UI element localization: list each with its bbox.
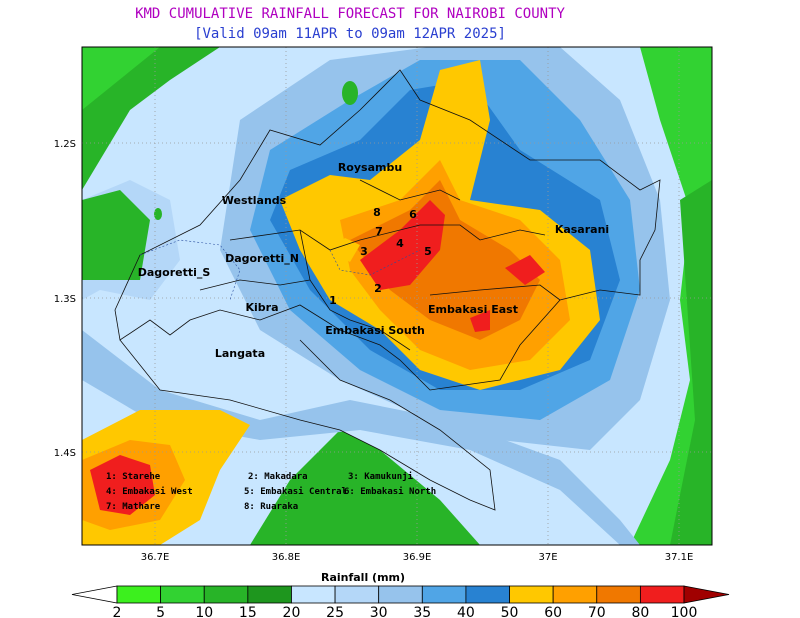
sub-boundary	[139, 239, 241, 301]
key-entry: 2: Makadara	[248, 472, 308, 482]
colorbar-box	[509, 585, 554, 604]
field-green	[342, 81, 358, 105]
colorbar-box	[203, 585, 249, 604]
title: KMD CUMULATIVE RAINFALL FORECAST FOR NAI…	[135, 6, 565, 22]
key-entry: 1: Starehe	[106, 472, 161, 482]
colorbar-box	[552, 585, 598, 604]
district-boundary	[199, 279, 311, 291]
field-green	[670, 180, 712, 545]
colorbar-box	[247, 585, 292, 604]
colorbar-tick-label: 30	[370, 605, 388, 618]
field-peak	[505, 255, 545, 285]
region-label: Embakasi South	[325, 324, 425, 337]
x-tick-label: 36.8E	[272, 552, 301, 563]
region-label: Langata	[215, 347, 265, 360]
key-entry: 5: Embakasi Central	[244, 486, 347, 497]
district-boundary	[429, 284, 561, 301]
region-label: Westlands	[222, 194, 287, 207]
colorbar-box	[465, 585, 510, 604]
colorbar-tick-label: 20	[283, 605, 301, 618]
key-entry: 6: Embakasi North	[344, 486, 436, 497]
colorbar-box	[291, 585, 336, 604]
map: 1.2S 1.3S 1.4S 36.7E 36.8E 36.9E 37E 37.…	[54, 46, 713, 563]
region-label: Dagoretti_S	[138, 266, 211, 279]
field-green	[630, 47, 712, 545]
region-label: Roysambu	[338, 161, 402, 174]
key-entry: 7: Mathare	[106, 502, 161, 512]
y-tick-label: 1.3S	[54, 294, 76, 305]
region-number: 7	[375, 225, 383, 238]
key-entry: 3: Kamukunji	[348, 471, 414, 482]
colorbar-box	[639, 585, 685, 604]
x-tick-label: 36.7E	[141, 552, 170, 563]
rain-field	[82, 47, 712, 545]
y-tick-label: 1.2S	[54, 139, 76, 150]
x-tick-label: 36.9E	[403, 552, 432, 563]
field-peak	[90, 455, 155, 515]
colorbar-tick-label: 5	[156, 605, 165, 618]
field-peak	[360, 200, 445, 290]
region-label: Kibra	[245, 301, 278, 314]
colorbar-box	[160, 585, 205, 604]
region-number: 6	[409, 208, 417, 221]
colorbar-arrow	[71, 585, 118, 604]
region-number: 3	[360, 245, 368, 258]
colorbar-tick-label: 70	[588, 605, 606, 618]
field-green	[250, 430, 480, 545]
colorbar-label: Rainfall (mm)	[321, 571, 405, 584]
field-green	[154, 208, 162, 220]
region-label: Embakasi East	[428, 303, 518, 316]
region-number: 4	[396, 237, 404, 250]
county-boundary	[114, 69, 661, 391]
colorbar-box	[116, 585, 162, 604]
colorbar-tick-label: 10	[195, 605, 213, 618]
region-label: Kasarani	[555, 223, 609, 236]
colorbar-box	[334, 585, 380, 604]
colorbar-tick-label: 40	[457, 605, 475, 618]
field-green	[82, 47, 160, 110]
colorbar-tick-label: 100	[671, 605, 698, 618]
field-core	[330, 238, 360, 262]
colorbar-box	[378, 585, 423, 604]
field-peak	[470, 310, 490, 332]
colorbar-tick-label: 60	[544, 605, 562, 618]
colorbar: 2 5 10 15 20 25 30 35 40 50 60 70 80 100	[71, 585, 730, 618]
sub-boundary	[329, 249, 421, 276]
district-boundary	[359, 179, 461, 201]
region-label: Dagoretti_N	[225, 252, 299, 265]
region-number: 2	[374, 282, 382, 295]
region-number: 1	[329, 294, 337, 307]
subtitle: [Valid 09am 11APR to 09am 12APR 2025]	[194, 26, 506, 42]
x-tick-label: 37.1E	[665, 552, 694, 563]
key-entry: 8: Ruaraka	[244, 502, 298, 512]
gridlines	[82, 47, 712, 545]
colorbar-tick-label: 80	[631, 605, 649, 618]
key-entry: 4: Embakasi West	[106, 486, 193, 497]
boundaries	[114, 69, 661, 511]
field-green	[82, 47, 220, 190]
region-number: 5	[424, 245, 432, 258]
district-boundary	[229, 224, 546, 251]
x-tick-label: 37E	[538, 552, 557, 563]
county-boundary	[119, 339, 496, 511]
colorbar-tick-label: 35	[413, 605, 431, 618]
colorbar-box	[421, 585, 467, 604]
colorbar-tick-label: 25	[326, 605, 344, 618]
colorbar-arrow	[683, 585, 730, 604]
field-core	[350, 180, 540, 340]
map-frame	[81, 46, 713, 546]
region-number: 8	[373, 206, 381, 219]
colorbar-tick-label: 15	[239, 605, 257, 618]
colorbar-box	[596, 585, 641, 604]
district-boundary	[299, 229, 411, 351]
colorbar-tick-label: 2	[113, 605, 122, 618]
y-tick-label: 1.4S	[54, 448, 76, 459]
colorbar-tick-label: 50	[501, 605, 519, 618]
field-green	[82, 190, 150, 280]
